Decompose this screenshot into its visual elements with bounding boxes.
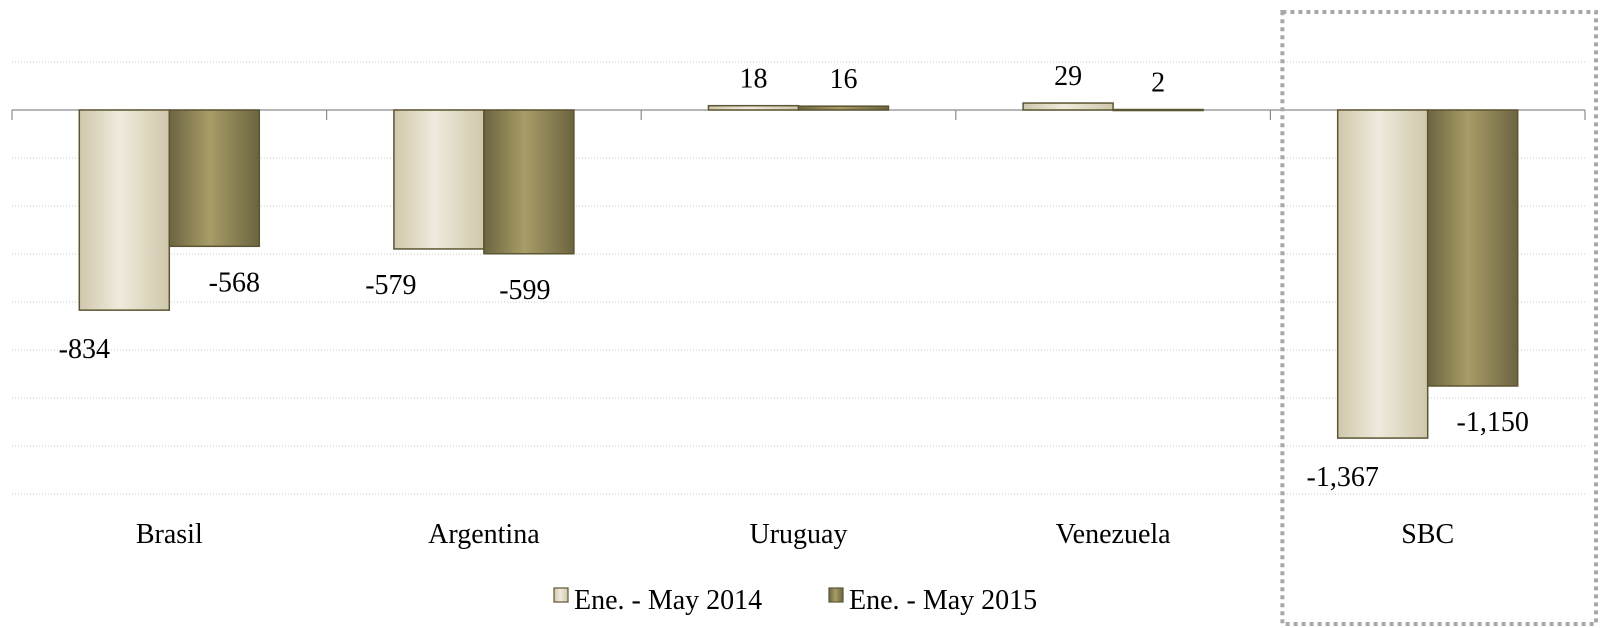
data-label-sbc-series-2: -1,150 bbox=[1457, 407, 1529, 438]
legend-label-series-2: Ene. - May 2015 bbox=[849, 585, 1037, 616]
legend: Ene. - May 2014 Ene. - May 2015 bbox=[553, 585, 1037, 616]
bar-uruguay-series-1 bbox=[707, 104, 800, 111]
bar-uruguay-series-2 bbox=[797, 105, 890, 111]
legend-label-series-1: Ene. - May 2014 bbox=[574, 585, 762, 616]
data-label-argentina-series-1: -579 bbox=[365, 270, 416, 301]
data-label-brasil-series-1: -834 bbox=[59, 334, 110, 365]
bar-sbc-series-1 bbox=[1336, 109, 1429, 439]
legend-swatch-series-1 bbox=[553, 587, 569, 603]
category-label-brasil: Brasil bbox=[136, 519, 203, 550]
bar-sbc-series-2 bbox=[1426, 109, 1519, 387]
category-label-argentina: Argentina bbox=[428, 519, 540, 550]
data-label-uruguay-series-2: 16 bbox=[830, 64, 858, 95]
data-labels: -834 -568 -579 -599 18 16 29 2 -1,367 -1,150 bbox=[59, 61, 1529, 493]
bar-brasil-series-1 bbox=[78, 109, 171, 311]
bars bbox=[78, 102, 1519, 439]
data-label-venezuela-series-2: 2 bbox=[1151, 68, 1165, 99]
data-label-venezuela-series-1: 29 bbox=[1054, 61, 1082, 92]
legend-swatch-series-2 bbox=[828, 587, 844, 603]
gridlines bbox=[12, 61, 1585, 495]
highlight-box bbox=[1280, 10, 1599, 626]
bar-argentina-series-1 bbox=[393, 109, 485, 250]
data-label-sbc-series-1: -1,367 bbox=[1307, 462, 1379, 493]
bar-venezuela-series-1 bbox=[1022, 102, 1114, 111]
category-labels: Brasil Argentina Uruguay Venezuela SBC bbox=[136, 519, 1454, 550]
bar-argentina-series-2 bbox=[483, 109, 575, 255]
bar-brasil-series-2 bbox=[168, 109, 261, 248]
data-label-uruguay-series-1: 18 bbox=[740, 64, 768, 95]
category-label-venezuela: Venezuela bbox=[1056, 519, 1172, 550]
data-label-brasil-series-2: -568 bbox=[209, 267, 260, 298]
data-label-argentina-series-2: -599 bbox=[499, 275, 550, 306]
bar-venezuela-series-2 bbox=[1112, 108, 1204, 112]
category-label-sbc: SBC bbox=[1401, 519, 1454, 550]
category-label-uruguay: Uruguay bbox=[750, 519, 848, 550]
